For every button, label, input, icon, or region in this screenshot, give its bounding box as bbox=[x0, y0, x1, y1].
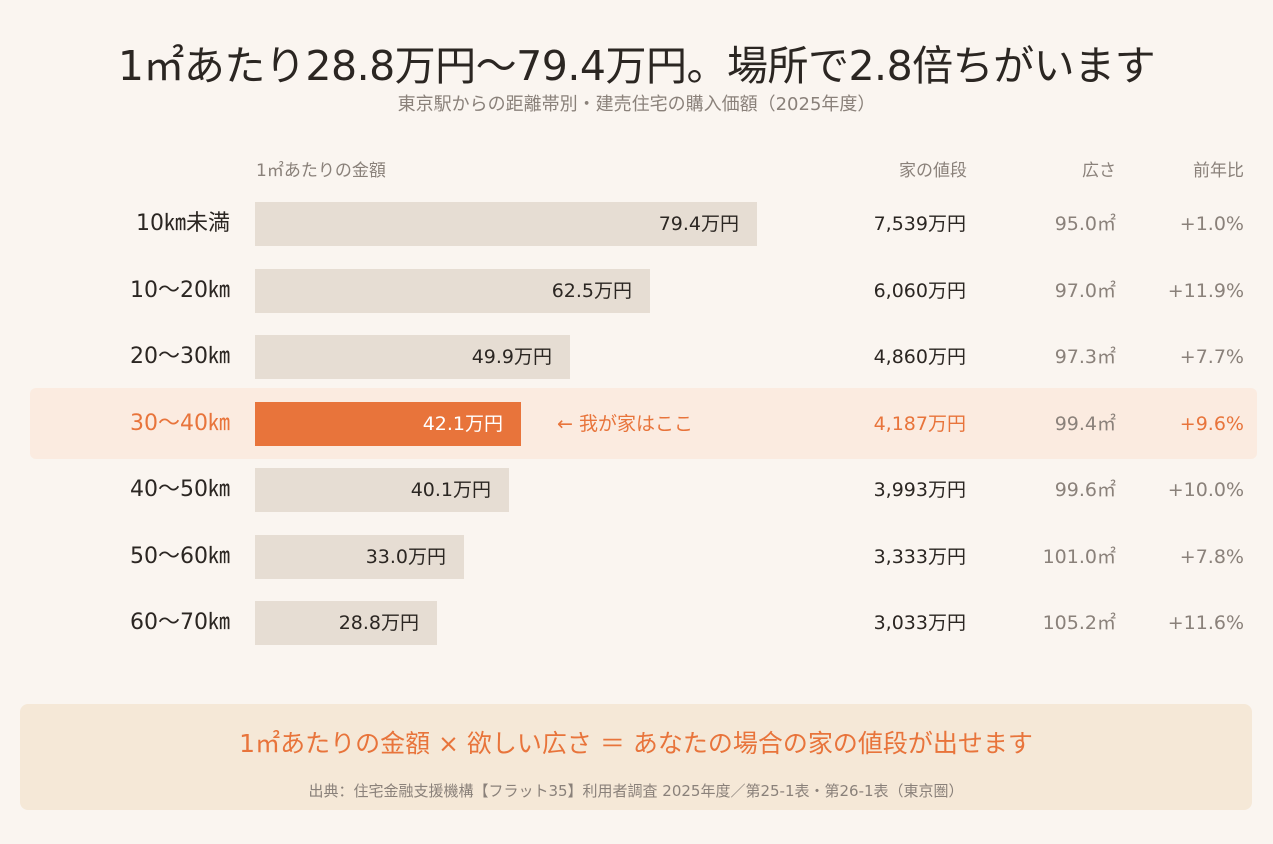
bar-value-label: 40.1万円 bbox=[410, 479, 491, 501]
bar: 62.5万円 bbox=[255, 269, 650, 313]
yoy-cell: +11.9% bbox=[1167, 280, 1244, 302]
yoy-cell: +9.6% bbox=[1179, 413, 1244, 435]
price-cell: 3,033万円 bbox=[873, 612, 966, 634]
price-cell: 6,060万円 bbox=[873, 280, 966, 302]
category-label: 40〜50㎞ bbox=[130, 477, 230, 502]
bar-value-label: 28.8万円 bbox=[338, 612, 419, 634]
our-home-marker: ← 我が家はここ bbox=[557, 413, 693, 435]
footer-formula: 1㎡あたりの金額 × 欲しい広さ ＝ あなたの場合の家の値段が出せます bbox=[239, 729, 1033, 758]
yoy-cell: +11.6% bbox=[1167, 612, 1244, 634]
bar-value-label: 33.0万円 bbox=[365, 546, 446, 568]
bar-value-label: 49.9万円 bbox=[471, 346, 552, 368]
area-cell: 99.6㎡ bbox=[1054, 479, 1116, 501]
price-cell: 4,187万円 bbox=[873, 413, 966, 435]
area-cell: 97.3㎡ bbox=[1054, 346, 1116, 368]
yoy-cell: +10.0% bbox=[1167, 479, 1244, 501]
bar: 79.4万円 bbox=[255, 202, 757, 246]
chart-subtitle: 東京駅からの距離帯別・建売住宅の購入価額（2025年度） bbox=[397, 94, 876, 115]
bar-value-label: 79.4万円 bbox=[658, 213, 739, 235]
yoy-cell: +7.8% bbox=[1179, 546, 1244, 568]
yoy-cell: +1.0% bbox=[1179, 213, 1244, 235]
category-label: 10㎞未満 bbox=[136, 211, 230, 236]
bar: 42.1万円 bbox=[255, 402, 521, 446]
bar: 33.0万円 bbox=[255, 535, 464, 579]
bar: 49.9万円 bbox=[255, 335, 570, 379]
price-cell: 7,539万円 bbox=[873, 213, 966, 235]
bar-row: 10㎞未満 79.4万円 7,539万円 95.0㎡ +1.0% bbox=[0, 202, 1273, 246]
bar-value-label: 62.5万円 bbox=[551, 280, 632, 302]
bar: 40.1万円 bbox=[255, 468, 509, 512]
yoy-cell: +7.7% bbox=[1179, 346, 1244, 368]
area-cell: 105.2㎡ bbox=[1042, 612, 1116, 634]
area-cell: 99.4㎡ bbox=[1054, 413, 1116, 435]
category-label: 10〜20㎞ bbox=[130, 278, 230, 303]
highlight-band bbox=[30, 388, 1257, 459]
column-header-yoy: 前年比 bbox=[1193, 161, 1244, 181]
footer-source: 出典：住宅金融支援機構【フラット35】利用者調査 2025年度／第25-1表・第… bbox=[308, 782, 964, 800]
bar-row: 60〜70㎞ 28.8万円 3,033万円 105.2㎡ +11.6% bbox=[0, 601, 1273, 645]
price-cell: 3,333万円 bbox=[873, 546, 966, 568]
bar-row: 10〜20㎞ 62.5万円 6,060万円 97.0㎡ +11.9% bbox=[0, 269, 1273, 313]
chart-title: 1㎡あたり28.8万円〜79.4万円。場所で2.8倍ちがいます bbox=[117, 42, 1156, 90]
footer-box: 1㎡あたりの金額 × 欲しい広さ ＝ あなたの場合の家の値段が出せます 出典：住… bbox=[20, 704, 1252, 810]
column-header-price: 家の値段 bbox=[899, 161, 967, 181]
area-cell: 101.0㎡ bbox=[1042, 546, 1116, 568]
column-header-per-sqm: 1㎡あたりの金額 bbox=[256, 161, 386, 181]
bar-row: 50〜60㎞ 33.0万円 3,333万円 101.0㎡ +7.8% bbox=[0, 535, 1273, 579]
price-cell: 3,993万円 bbox=[873, 479, 966, 501]
bar-value-label: 42.1万円 bbox=[422, 413, 503, 435]
category-label: 60〜70㎞ bbox=[130, 610, 230, 635]
bar-row: 20〜30㎞ 49.9万円 4,860万円 97.3㎡ +7.7% bbox=[0, 335, 1273, 379]
area-cell: 97.0㎡ bbox=[1054, 280, 1116, 302]
column-header-area: 広さ bbox=[1082, 161, 1116, 181]
category-label: 30〜40㎞ bbox=[130, 411, 230, 436]
bar-row: 30〜40㎞ 42.1万円 ← 我が家はここ 4,187万円 99.4㎡ +9.6% bbox=[0, 402, 1273, 446]
category-label: 20〜30㎞ bbox=[130, 344, 230, 369]
area-cell: 95.0㎡ bbox=[1054, 213, 1116, 235]
bar-row: 40〜50㎞ 40.1万円 3,993万円 99.6㎡ +10.0% bbox=[0, 468, 1273, 512]
category-label: 50〜60㎞ bbox=[130, 544, 230, 569]
bar: 28.8万円 bbox=[255, 601, 437, 645]
price-cell: 4,860万円 bbox=[873, 346, 966, 368]
